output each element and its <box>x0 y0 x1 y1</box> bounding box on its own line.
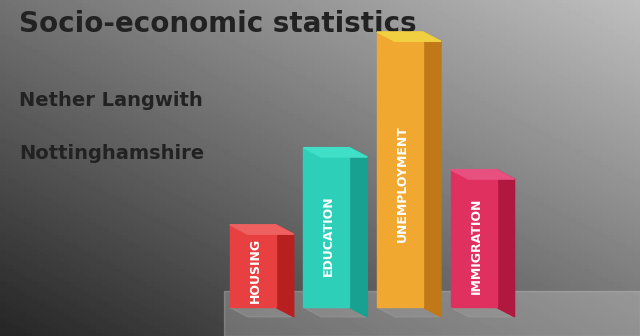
Polygon shape <box>451 170 515 179</box>
Polygon shape <box>230 225 294 234</box>
Polygon shape <box>377 307 441 317</box>
Text: HOUSING: HOUSING <box>248 238 262 303</box>
Polygon shape <box>423 32 441 317</box>
Text: Nether Langwith: Nether Langwith <box>19 91 203 110</box>
Polygon shape <box>303 148 349 307</box>
Polygon shape <box>303 307 367 317</box>
Polygon shape <box>230 307 294 317</box>
Polygon shape <box>497 170 515 317</box>
Polygon shape <box>276 225 294 317</box>
Polygon shape <box>377 32 423 307</box>
Text: Nottinghamshire: Nottinghamshire <box>19 144 204 164</box>
Polygon shape <box>303 148 367 157</box>
Polygon shape <box>451 170 497 307</box>
Polygon shape <box>349 148 367 317</box>
Text: IMMIGRATION: IMMIGRATION <box>469 197 483 294</box>
Text: UNEMPLOYMENT: UNEMPLOYMENT <box>396 125 409 242</box>
Polygon shape <box>377 32 441 41</box>
Polygon shape <box>451 307 515 317</box>
Text: Socio-economic statistics: Socio-economic statistics <box>19 10 417 38</box>
Polygon shape <box>230 225 276 307</box>
Polygon shape <box>224 291 640 336</box>
Text: EDUCATION: EDUCATION <box>322 195 335 276</box>
